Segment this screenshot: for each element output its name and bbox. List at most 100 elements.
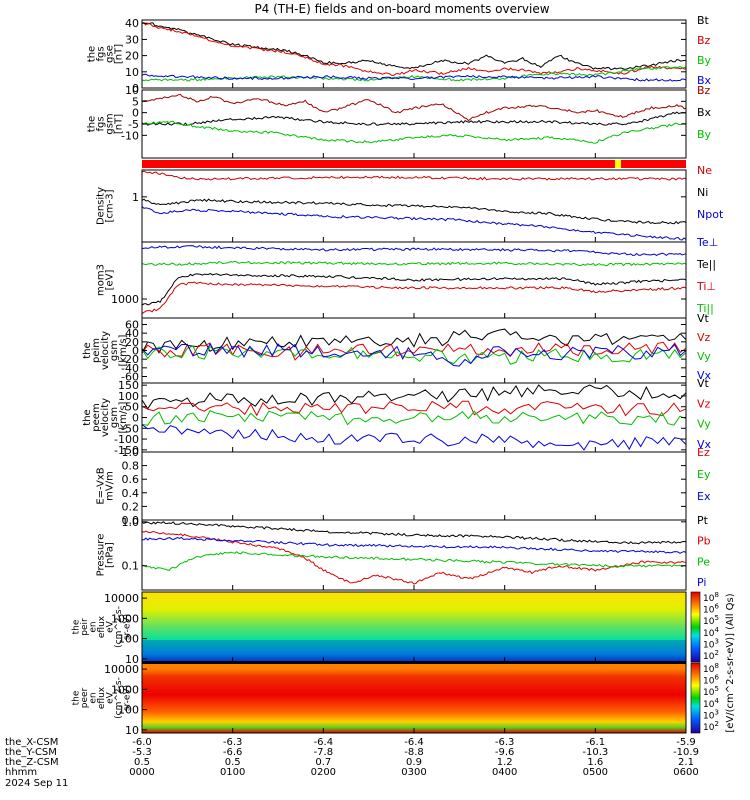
y-axis-label: (cm^2-s- [114,606,124,648]
series-peem_velocity-2 [141,410,687,426]
y-axis-label: the [82,342,93,358]
y-axis-label: gsm [109,407,120,428]
y-tick-label: -50 [121,422,139,435]
legend-entry: Vy [697,350,711,363]
series-fgs_gse-3 [141,73,687,82]
series-peim_velocity-2 [141,345,687,365]
y-axis-label: velocity [100,398,111,437]
colorbar-tick-label: 105 [703,614,719,627]
x-axis-value: -6.3 [223,737,243,748]
y-tick-label: 0.1 [122,560,140,573]
y-axis-label: velocity [100,331,111,370]
x-axis-value: 0.5 [134,757,150,768]
legend-entry: Bx [697,74,712,87]
colorbar-tick-label: 108 [703,662,719,675]
legend-entry: Pe [697,555,710,568]
legend-entry: Npot [697,208,724,221]
colorbar-tick-label: 108 [703,591,719,604]
legend-entry: Vy [697,418,711,431]
y-axis-label: eflux [97,615,107,638]
colorbar-tick-label: 103 [703,637,719,650]
legend-entry: Pi [697,576,706,589]
y-tick-label: 50 [125,401,139,414]
x-axis-value: -6.1 [586,737,606,748]
y-tick-label: 1000 [111,612,139,625]
legend-entry: Ey [697,468,711,481]
y-tick-label: 10000 [104,663,139,676]
x-axis-value: 0.5 [225,757,241,768]
y-tick-label: -150 [114,444,139,457]
y-tick-label: -10 [121,129,139,142]
y-axis-label: sr-eV) [123,685,133,711]
ion-spectrogram-noise [142,640,686,660]
y-tick-label: 10 [125,724,139,737]
y-axis-label: gsm [105,113,116,134]
legend-entry: Vz [697,331,711,344]
y-tick-label: 100 [118,704,139,717]
colorbar-title: [eV/(cm^2-s-sr-eV)] (All Qs) [725,593,736,732]
y-axis-label: gse [105,45,116,63]
y-tick-label: 10 [125,653,139,666]
y-axis-label: [nT] [114,44,125,64]
y-axis-label: eV [106,691,116,704]
y-axis-label: [nPa] [105,542,116,568]
legend-entry: By [697,128,712,141]
legend-entry: Vt [697,312,710,325]
series-fgs_gsm-0 [141,93,687,122]
y-axis-label: peir [80,618,90,636]
x-axis-value: -8.8 [404,747,424,758]
legend-entry: Vx [697,438,712,451]
y-tick-label: 40 [125,327,139,340]
series-peem_velocity-0 [141,384,687,410]
y-tick-label: 100 [118,390,139,403]
x-axis-value: -6.4 [314,737,334,748]
legend-entry: Ez [697,446,710,459]
x-axis-value: 0.9 [406,757,422,768]
colorbar-tick-label: 102 [703,720,719,733]
y-axis-label: peer [80,687,90,708]
legend-entry: Ne [697,164,712,177]
colorbar-tick-label: 103 [703,708,719,721]
quality-flag-bar [142,160,686,168]
spectrogram-peer-axis: 10 100 1000 10000 thepeerenefluxeV(cm^2-s-sr… [72,663,687,737]
x-axis-value: 2.1 [678,757,694,768]
legend-entry: Ni [697,186,708,199]
y-axis-label: eflux [97,686,107,709]
y-axis-label: peim [91,338,102,363]
panel-pressure: 0.1 1.0 Pressure[nPa] Pt Pb Pe Pi [96,514,711,591]
y-tick-label: 60 [125,319,139,332]
series-peim_velocity-0 [141,328,687,354]
series-pressure-0 [141,521,687,545]
y-tick-label: 5 [132,95,139,108]
series-peem_velocity-3 [141,424,687,451]
legend-entry: Bz [697,84,711,97]
electron-spectrogram [142,663,686,733]
y-axis-label: mV/m [105,471,116,501]
legend-entry: Pt [697,514,709,527]
y-axis-label: peem [91,403,102,431]
colorbar-lower [690,662,701,734]
quality-flag-red [142,160,686,168]
y-tick-label: 20 [125,336,139,349]
series-temperature-2 [141,281,687,315]
colorbars [690,591,701,734]
y-axis-label: en [89,621,99,632]
y-tick-label: 0 [132,345,139,358]
legend-entry: Ti⊥ [696,280,716,293]
y-axis-label: [nT] [114,114,125,134]
y-tick-label: -40 [121,362,139,375]
y-tick-label: 0.6 [122,473,140,486]
legend-entry: Bx [697,106,712,119]
y-axis-label: eV [106,620,116,633]
ion-spectrogram [142,592,686,662]
y-axis-label: [km/s] [118,334,129,366]
x-axis-table: the_X-CSM -6.0 -6.3 -6.4 -6.4 -6.3 -6.1 -5.9 the… [5,737,699,789]
y-tick-label: 1 [132,191,139,204]
series-pressure-3 [141,536,687,554]
y-tick-label: 0.0 [122,514,140,527]
series-temperature-3 [141,260,687,267]
panel-frame [141,317,687,384]
y-tick-label: 0 [132,82,139,95]
colorbar-tick-label: 106 [703,603,719,616]
